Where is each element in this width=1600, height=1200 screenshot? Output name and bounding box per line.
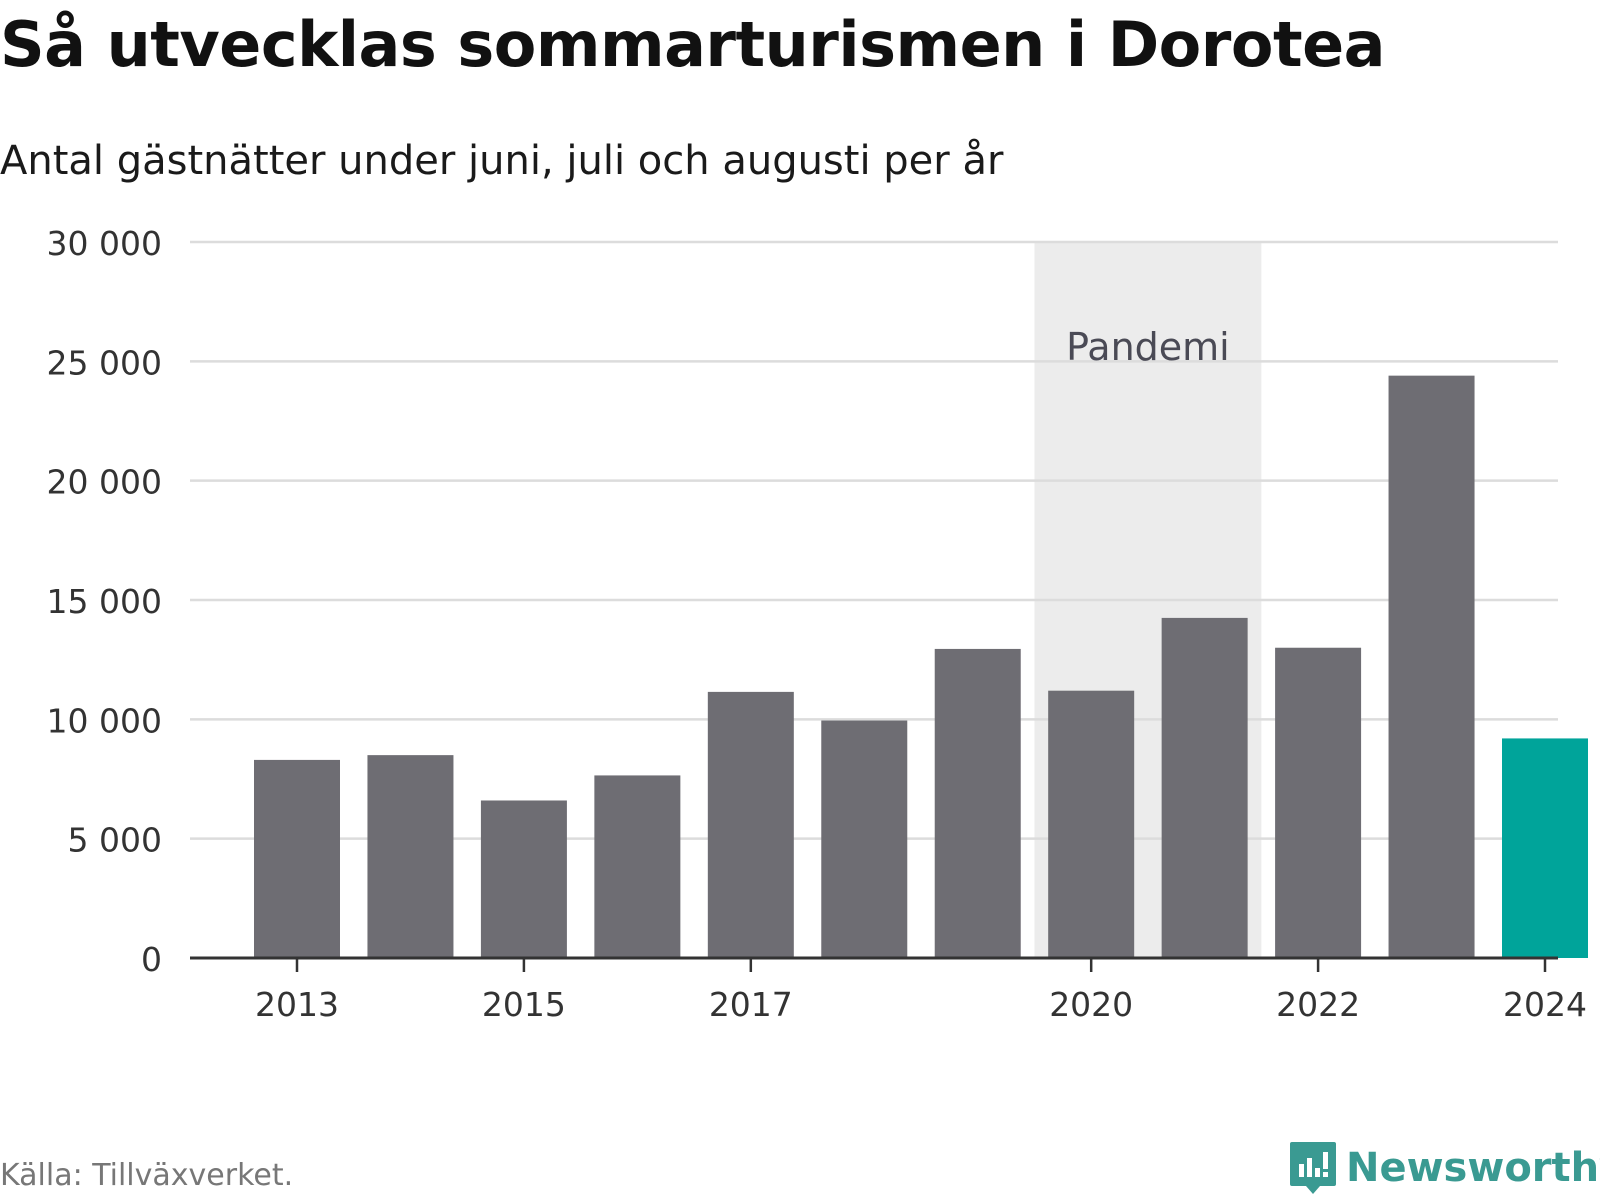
x-tick-label: 2017: [709, 985, 793, 1024]
bar-2022: [1275, 647, 1362, 958]
x-tick-label: 2015: [482, 985, 566, 1024]
x-tick-label: 2013: [255, 985, 339, 1024]
bar-chart: 0 5 000 10 000 15 000 20 000 25 000 30 000 Pand…: [47, 224, 1588, 1024]
newsworthy-logo-icon: [1290, 1142, 1336, 1194]
y-tick-label: 30 000: [47, 224, 162, 263]
bar-2020: [1048, 690, 1135, 958]
x-tick-label: 2020: [1049, 985, 1133, 1024]
bar-2017: [707, 691, 794, 958]
bar-2014: [367, 755, 454, 958]
bar-2013: [254, 759, 340, 958]
bar-2024: [1502, 738, 1588, 958]
y-tick-label: 15 000: [47, 582, 162, 621]
bar-2016: [594, 775, 681, 958]
bar-2015: [480, 800, 567, 958]
x-tick-label: 2024: [1503, 985, 1587, 1024]
chart-subtitle: Antal gästnätter under juni, juli och au…: [0, 138, 1004, 184]
bar-2023: [1388, 375, 1475, 958]
source-note: Källa: Tillväxverket.: [0, 1158, 294, 1193]
bar-2018: [821, 720, 908, 958]
y-tick-label: 25 000: [47, 343, 162, 382]
brand-logo: Newsworthy: [1288, 1140, 1600, 1196]
y-tick-label: 10 000: [47, 701, 162, 740]
bar-2021: [1161, 617, 1248, 958]
y-tick-label: 20 000: [47, 463, 162, 502]
chart-title: Så utvecklas sommarturismen i Dorotea: [0, 8, 1385, 81]
y-tick-label: 5 000: [68, 821, 162, 860]
bar-2019: [934, 648, 1021, 958]
brand-name: Newsworthy: [1346, 1145, 1600, 1191]
x-tick-label: 2022: [1276, 985, 1360, 1024]
y-tick-label: 0: [141, 940, 162, 979]
pandemic-label: Pandemi: [1066, 325, 1230, 369]
